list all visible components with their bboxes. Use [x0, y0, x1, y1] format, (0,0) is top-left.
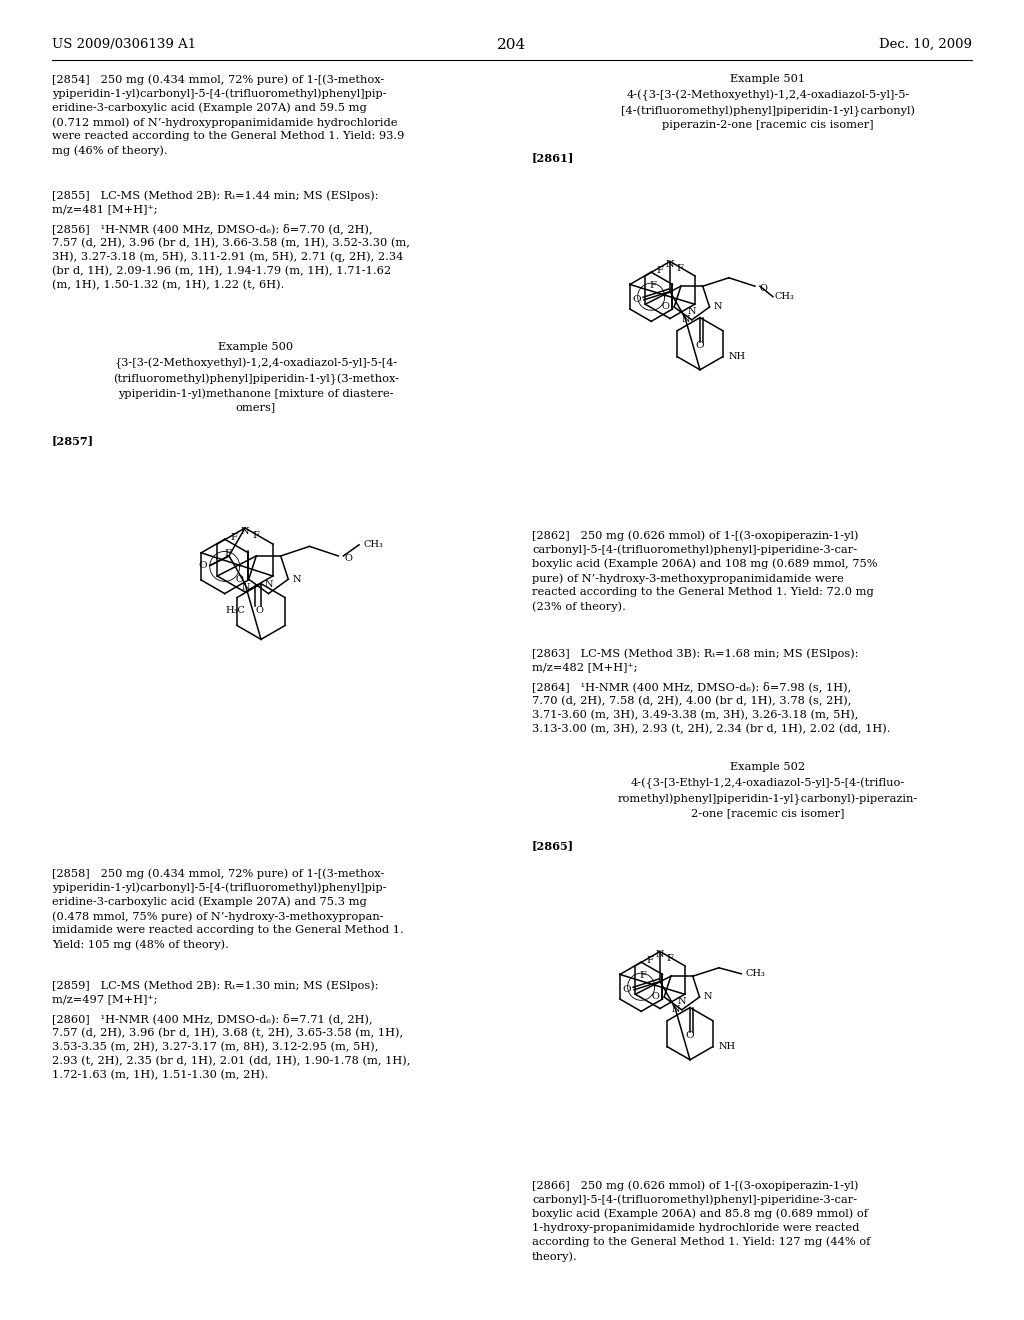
- Text: O: O: [623, 986, 631, 994]
- Text: O: O: [695, 341, 705, 350]
- Text: NH: NH: [719, 1043, 735, 1051]
- Text: F: F: [252, 531, 259, 540]
- Text: F: F: [639, 972, 646, 979]
- Text: [2860]   ¹H-NMR (400 MHz, DMSO-d₆): δ=7.71 (d, 2H),
7.57 (d, 2H), 3.96 (br d, 1H: [2860] ¹H-NMR (400 MHz, DMSO-d₆): δ=7.71…: [52, 1012, 411, 1080]
- Text: [2857]: [2857]: [52, 436, 94, 446]
- Text: [2854]   250 mg (0.434 mmol, 72% pure) of 1-[(3-methox-
ypiperidin-1-yl)carbonyl: [2854] 250 mg (0.434 mmol, 72% pure) of …: [52, 74, 404, 156]
- Text: {3-[3-(2-Methoxyethyl)-1,2,4-oxadiazol-5-yl]-5-[4-
(trifluoromethyl)phenyl]piper: {3-[3-(2-Methoxyethyl)-1,2,4-oxadiazol-5…: [113, 358, 399, 413]
- Text: N: N: [666, 260, 674, 269]
- Text: CH₃: CH₃: [745, 969, 765, 978]
- Text: [2859]   LC-MS (Method 2B): Rₜ=1.30 min; MS (ESlpos):
m/z=497 [M+H]⁺;: [2859] LC-MS (Method 2B): Rₜ=1.30 min; M…: [52, 979, 379, 1005]
- Text: [2855]   LC-MS (Method 2B): Rₜ=1.44 min; MS (ESlpos):
m/z=481 [M+H]⁺;: [2855] LC-MS (Method 2B): Rₜ=1.44 min; M…: [52, 190, 379, 214]
- Text: N: N: [714, 302, 722, 312]
- Text: F: F: [225, 549, 231, 557]
- Text: US 2009/0306139 A1: US 2009/0306139 A1: [52, 38, 197, 51]
- Text: [2856]   ¹H-NMR (400 MHz, DMSO-d₆): δ=7.70 (d, 2H),
7.57 (d, 2H), 3.96 (br d, 1H: [2856] ¹H-NMR (400 MHz, DMSO-d₆): δ=7.70…: [52, 223, 410, 290]
- Text: N: N: [703, 993, 712, 1002]
- Text: O: O: [199, 561, 207, 570]
- Text: O: O: [236, 574, 244, 583]
- Text: O: O: [255, 606, 263, 615]
- Text: 4-({3-[3-Ethyl-1,2,4-oxadiazol-5-yl]-5-[4-(trifluo-
romethyl)phenyl]piperidin-1-: 4-({3-[3-Ethyl-1,2,4-oxadiazol-5-yl]-5-[…: [617, 777, 919, 818]
- Text: Example 500: Example 500: [218, 342, 294, 352]
- Text: O: O: [633, 296, 641, 305]
- Text: N: N: [678, 997, 686, 1006]
- Text: F: F: [230, 533, 238, 541]
- Text: [2858]   250 mg (0.434 mmol, 72% pure) of 1-[(3-methox-
ypiperidin-1-yl)carbonyl: [2858] 250 mg (0.434 mmol, 72% pure) of …: [52, 869, 403, 950]
- Text: O: O: [686, 1031, 694, 1040]
- Text: NH: NH: [729, 352, 745, 362]
- Text: [2866]   250 mg (0.626 mmol) of 1-[(3-oxopiperazin-1-yl)
carbonyl]-5-[4-(trifluo: [2866] 250 mg (0.626 mmol) of 1-[(3-oxop…: [532, 1180, 870, 1262]
- Text: [2862]   250 mg (0.626 mmol) of 1-[(3-oxopiperazin-1-yl)
carbonyl]-5-[4-(trifluo: [2862] 250 mg (0.626 mmol) of 1-[(3-oxop…: [532, 531, 878, 612]
- Text: N: N: [264, 579, 272, 589]
- Text: F: F: [656, 267, 663, 275]
- Text: F: F: [646, 956, 653, 965]
- Text: Example 501: Example 501: [730, 74, 806, 84]
- Text: O: O: [344, 554, 352, 564]
- Text: 204: 204: [498, 38, 526, 51]
- Text: O: O: [651, 993, 659, 1002]
- Text: 4-({3-[3-(2-Methoxyethyl)-1,2,4-oxadiazol-5-yl]-5-
[4-(trifluoromethyl)phenyl]pi: 4-({3-[3-(2-Methoxyethyl)-1,2,4-oxadiazo…: [621, 90, 915, 131]
- Text: F: F: [649, 281, 656, 290]
- Text: H₃C: H₃C: [225, 606, 245, 615]
- Text: [2864]   ¹H-NMR (400 MHz, DMSO-d₆): δ=7.98 (s, 1H),
7.70 (d, 2H), 7.58 (d, 2H), : [2864] ¹H-NMR (400 MHz, DMSO-d₆): δ=7.98…: [532, 681, 891, 734]
- Text: N: N: [292, 574, 301, 583]
- Text: CH₃: CH₃: [775, 292, 795, 301]
- Text: F: F: [677, 264, 683, 273]
- Text: Dec. 10, 2009: Dec. 10, 2009: [879, 38, 972, 51]
- Text: Example 502: Example 502: [730, 762, 806, 772]
- Text: O: O: [662, 302, 669, 312]
- Text: [2865]: [2865]: [532, 840, 574, 851]
- Text: F: F: [667, 954, 674, 964]
- Text: N: N: [241, 527, 249, 536]
- Text: CH₃: CH₃: [364, 540, 383, 549]
- Text: [2861]: [2861]: [532, 152, 574, 162]
- Text: [2863]   LC-MS (Method 3B): Rₜ=1.68 min; MS (ESlpos):
m/z=482 [M+H]⁺;: [2863] LC-MS (Method 3B): Rₜ=1.68 min; M…: [532, 648, 858, 672]
- Text: N: N: [655, 950, 665, 960]
- Text: N: N: [672, 1005, 680, 1014]
- Text: N: N: [242, 583, 250, 593]
- Text: N: N: [682, 315, 690, 325]
- Text: O: O: [760, 284, 768, 293]
- Text: N: N: [687, 306, 696, 315]
